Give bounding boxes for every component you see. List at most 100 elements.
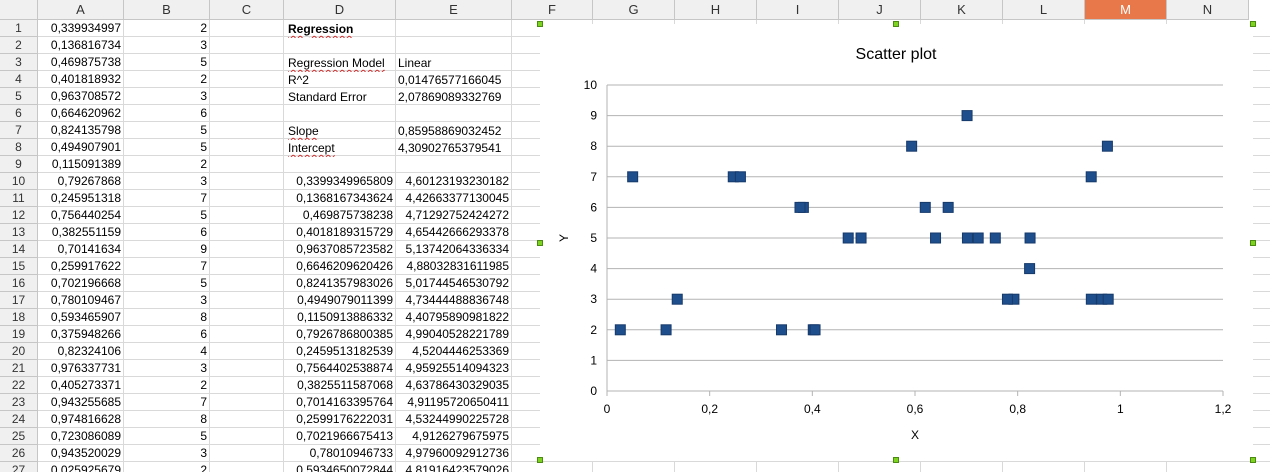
row-header[interactable]: 3 xyxy=(0,54,38,71)
column-header-e[interactable]: E xyxy=(396,0,512,20)
row-header[interactable]: 11 xyxy=(0,190,38,207)
cell-e[interactable]: 4,73444488836748 xyxy=(405,293,509,307)
chart-resize-handle-top-right[interactable] xyxy=(1250,21,1256,27)
cell-d[interactable]: 0,9637085723582 xyxy=(296,242,393,256)
cell-e[interactable]: 4,91195720650411 xyxy=(407,395,509,409)
cell-b[interactable]: 5 xyxy=(200,276,207,290)
cell-d[interactable]: 0,3399349965809 xyxy=(296,174,393,188)
cell-a[interactable]: 0,70141634 xyxy=(57,242,121,256)
cell-a[interactable]: 0,401818932 xyxy=(50,72,121,86)
cell-b[interactable]: 5 xyxy=(200,429,207,443)
row-header[interactable]: 24 xyxy=(0,411,38,428)
column-header-a[interactable]: A xyxy=(38,0,124,20)
cell-b[interactable]: 2 xyxy=(200,378,207,392)
cell-a[interactable]: 0,259917622 xyxy=(50,259,121,273)
cell-e[interactable]: 4,5204446253369 xyxy=(412,344,509,358)
cell-a[interactable]: 0,976337731 xyxy=(50,361,121,375)
row-header[interactable]: 6 xyxy=(0,105,38,122)
cell-a[interactable]: 0,79267868 xyxy=(57,174,121,188)
row-header[interactable]: 12 xyxy=(0,207,38,224)
cell-a[interactable]: 0,245951318 xyxy=(50,191,121,205)
chart-resize-handle-right[interactable] xyxy=(1250,240,1256,246)
cell-e[interactable]: 4,42663377130045 xyxy=(405,191,509,205)
cell-a[interactable]: 0,82324106 xyxy=(57,344,121,358)
cell-a[interactable]: 0,702196668 xyxy=(50,276,121,290)
cell-a[interactable]: 0,943520029 xyxy=(50,446,121,460)
cell-e[interactable]: 4,97960092912736 xyxy=(405,446,509,460)
cell-b[interactable]: 8 xyxy=(200,412,207,426)
row-header[interactable]: 20 xyxy=(0,343,38,360)
cell-d[interactable]: 0,5934650072844 xyxy=(296,463,393,472)
cell-b[interactable]: 2 xyxy=(200,72,207,86)
cell-a[interactable]: 0,382551159 xyxy=(51,225,121,239)
row-header[interactable]: 13 xyxy=(0,224,38,241)
cell-b[interactable]: 5 xyxy=(200,208,207,222)
column-header-j[interactable]: J xyxy=(839,0,921,20)
cell-b[interactable]: 5 xyxy=(200,140,207,154)
cell-e[interactable]: 4,71292752424272 xyxy=(405,208,509,222)
row-header[interactable]: 18 xyxy=(0,309,38,326)
cell-b[interactable]: 3 xyxy=(200,89,207,103)
cell-e[interactable]: 4,53244990225728 xyxy=(405,412,509,426)
chart-resize-handle-top[interactable] xyxy=(893,21,899,27)
cell-b[interactable]: 8 xyxy=(200,310,207,324)
cell-a[interactable]: 0,339934997 xyxy=(50,21,121,35)
cell-a[interactable]: 0,824135798 xyxy=(50,123,121,137)
row-header[interactable]: 26 xyxy=(0,445,38,462)
cell-b[interactable]: 2 xyxy=(200,21,207,35)
slope-value[interactable]: 0,85958869032452 xyxy=(398,124,502,138)
column-header-h[interactable]: H xyxy=(675,0,757,20)
row-header[interactable]: 2 xyxy=(0,37,38,54)
cell-b[interactable]: 7 xyxy=(200,259,207,273)
row-header[interactable]: 19 xyxy=(0,326,38,343)
row-header[interactable]: 1 xyxy=(0,20,38,37)
cell-d[interactable]: 0,8241357983026 xyxy=(296,276,393,290)
cell-b[interactable]: 7 xyxy=(200,191,207,205)
cell-d[interactable]: 0,6646209620426 xyxy=(296,259,393,273)
standard-error-value[interactable]: 2,07869089332769 xyxy=(398,90,502,104)
cell-b[interactable]: 5 xyxy=(200,123,207,137)
cell-a[interactable]: 0,664620962 xyxy=(50,106,121,120)
row-header[interactable]: 4 xyxy=(0,71,38,88)
cell-d[interactable]: 0,469875738238 xyxy=(302,208,393,222)
cell-d[interactable]: 0,3825511587068 xyxy=(297,378,393,392)
cell-b[interactable]: 3 xyxy=(200,174,207,188)
column-header-g[interactable]: G xyxy=(593,0,675,20)
regression-model-label[interactable]: Regression Model xyxy=(288,56,385,70)
slope-label[interactable]: Slope xyxy=(288,124,319,138)
cell-d[interactable]: 0,7926786800385 xyxy=(296,327,393,341)
cell-a[interactable]: 0,943255685 xyxy=(50,395,121,409)
cell-e[interactable]: 4,63786430329035 xyxy=(405,378,509,392)
cell-e[interactable]: 4,81916423579026 xyxy=(405,463,509,472)
column-header-c[interactable]: C xyxy=(210,0,284,20)
row-header[interactable]: 17 xyxy=(0,292,38,309)
chart-resize-handle-bottom[interactable] xyxy=(893,457,899,463)
chart-resize-handle-top-left[interactable] xyxy=(537,21,543,27)
cell-b[interactable]: 2 xyxy=(200,157,207,171)
cell-e[interactable]: 4,40795890981822 xyxy=(405,310,509,324)
cell-d[interactable]: 0,1150913886332 xyxy=(297,310,393,324)
column-header-n[interactable]: N xyxy=(1167,0,1249,20)
cell-a[interactable]: 0,405273371 xyxy=(50,378,121,392)
cell-d[interactable]: 0,7021966675413 xyxy=(296,429,393,443)
column-header-k[interactable]: K xyxy=(921,0,1003,20)
cell-a[interactable]: 0,723086089 xyxy=(50,429,121,443)
cell-a[interactable]: 0,780109467 xyxy=(50,293,121,307)
chart-resize-handle-left[interactable] xyxy=(537,240,543,246)
chart-resize-handle-bottom-right[interactable] xyxy=(1250,457,1256,463)
select-all-corner[interactable] xyxy=(0,0,38,20)
row-header[interactable]: 16 xyxy=(0,275,38,292)
cell-a[interactable]: 0,136816734 xyxy=(50,38,121,52)
intercept-label[interactable]: Intercept xyxy=(288,141,335,155)
cell-a[interactable]: 0,756440254 xyxy=(50,208,121,222)
row-header[interactable]: 21 xyxy=(0,360,38,377)
cell-b[interactable]: 5 xyxy=(200,55,207,69)
row-header[interactable]: 8 xyxy=(0,139,38,156)
r2-label[interactable]: R^2 xyxy=(288,73,309,87)
column-header-l[interactable]: L xyxy=(1003,0,1085,20)
column-header-b[interactable]: B xyxy=(124,0,210,20)
r2-value[interactable]: 0,01476577166045 xyxy=(398,73,502,87)
cell-b[interactable]: 3 xyxy=(200,38,207,52)
cell-e[interactable]: 5,13742064336334 xyxy=(405,242,509,256)
